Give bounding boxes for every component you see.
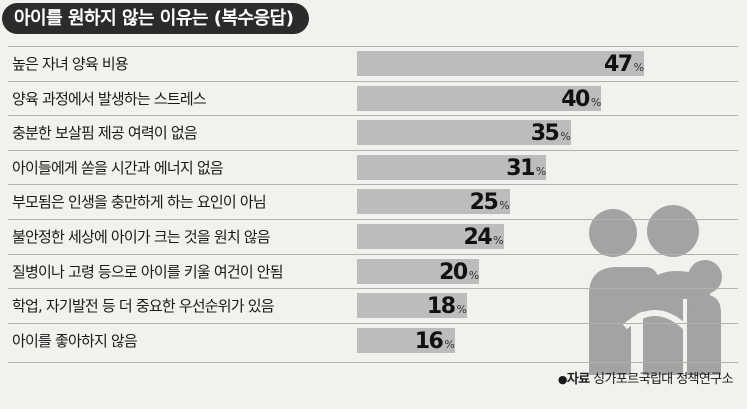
row-divider	[8, 46, 738, 47]
source-text: 싱가포르국립대 정책연구소	[593, 372, 733, 387]
data-value: 25	[469, 190, 499, 216]
data-label: 18%	[427, 290, 467, 324]
data-label: 16%	[415, 325, 455, 359]
row-divider	[8, 115, 738, 117]
category-label: 아이들에게 쏟을 시간과 에너지 없음	[12, 158, 224, 177]
row-divider	[8, 80, 738, 82]
data-value: 40	[561, 86, 590, 112]
data-value: 20	[439, 259, 468, 285]
data-value: 47	[604, 52, 633, 77]
data-label: 20%	[439, 256, 479, 290]
chart-title: 아이를 원하지 않는 이유는 (복수응답)	[2, 3, 310, 34]
row-divider	[8, 253, 738, 255]
data-value: 24	[463, 225, 493, 250]
row-divider	[8, 288, 738, 290]
category-label: 높은 자녀 양육 비용	[12, 55, 129, 73]
bottom-divider	[8, 362, 738, 363]
data-unit: %	[444, 337, 455, 351]
family-hug-icon	[589, 205, 722, 375]
row-divider	[8, 322, 738, 324]
row-divider	[8, 149, 738, 151]
category-label: 충분한 보살핌 제공 여력이 없음	[12, 124, 198, 143]
data-unit: %	[590, 95, 602, 109]
data-unit: %	[493, 234, 504, 247]
source-label: 자료	[566, 372, 590, 387]
bar	[357, 85, 602, 111]
data-unit: %	[633, 61, 645, 74]
data-label: 40%	[561, 83, 601, 117]
row-divider	[8, 219, 738, 220]
data-unit: %	[468, 268, 480, 282]
bar	[357, 154, 547, 180]
row-divider	[8, 184, 738, 186]
data-unit: %	[499, 199, 510, 213]
category-label: 양육 과정에서 발생하는 스트레스	[12, 89, 207, 108]
bar	[357, 293, 467, 319]
data-unit: %	[560, 130, 571, 144]
data-label: 35%	[531, 117, 571, 151]
data-label: 31%	[506, 152, 546, 186]
category-label: 학업, 자기발전 등 더 중요한 우선순위가 있음	[12, 297, 275, 316]
bar	[357, 327, 455, 353]
data-label: 24%	[464, 221, 504, 255]
data-value: 31	[506, 155, 535, 181]
bar	[357, 258, 480, 284]
category-label: 불안정한 세상에 아이가 크는 것을 원치 않음	[12, 228, 271, 246]
data-value: 35	[530, 121, 560, 147]
source-note: ●자료 싱가포르국립대 정책연구소	[557, 368, 734, 387]
data-label: 47%	[604, 48, 644, 82]
category-label: 아이를 좋아하지 않음	[12, 331, 138, 350]
category-label: 질병이나 고령 등으로 아이를 키울 여건이 안됨	[12, 262, 284, 281]
data-value: 16	[414, 328, 444, 354]
bullet-icon: ●	[557, 373, 568, 386]
data-value: 18	[426, 294, 456, 320]
data-label: 25%	[470, 186, 510, 220]
bar	[357, 224, 504, 249]
data-unit: %	[535, 164, 547, 178]
bar	[357, 51, 644, 76]
bar	[357, 189, 510, 215]
data-unit: %	[456, 303, 467, 317]
bar	[357, 120, 571, 146]
category-label: 부모됨은 인생을 충만하게 하는 요인이 아님	[12, 193, 267, 212]
